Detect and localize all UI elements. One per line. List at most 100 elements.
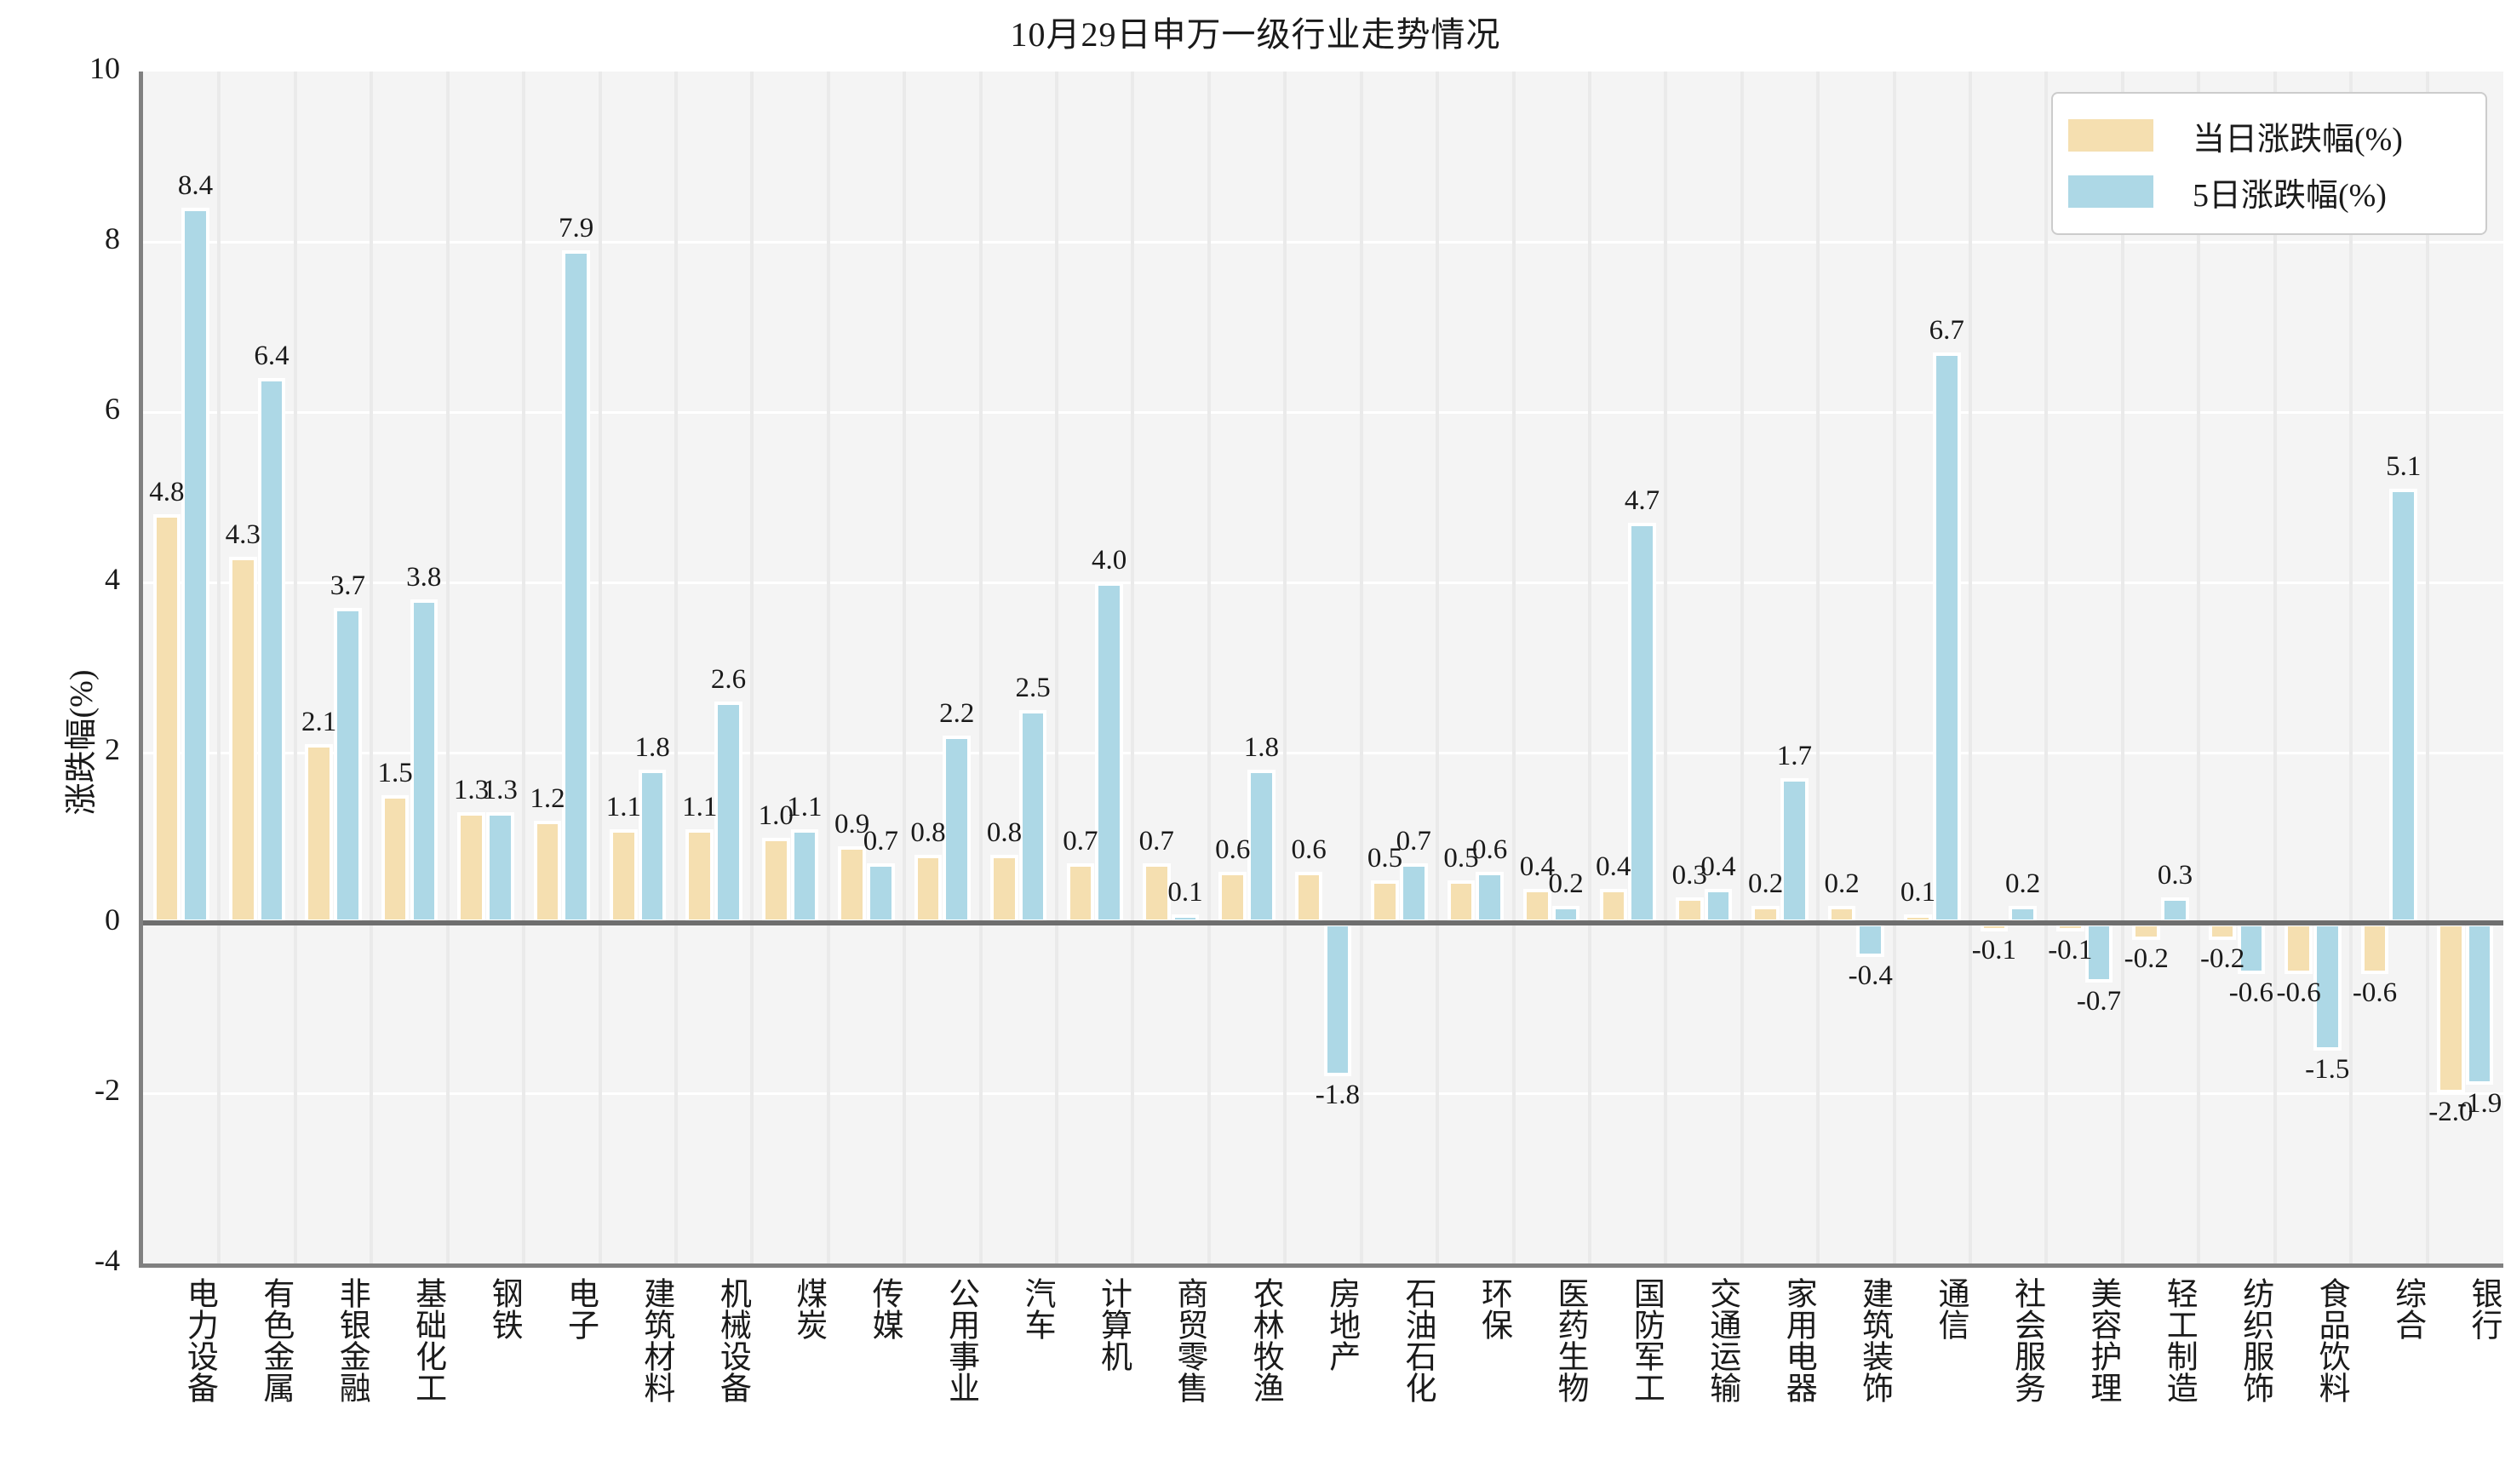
x-tick-label: 计算机	[1095, 1277, 1131, 1372]
bar-five-day[interactable]	[485, 812, 514, 923]
bar-today[interactable]	[990, 855, 1018, 923]
y-axis-label: 涨跌幅(%)	[63, 669, 100, 815]
bar-today[interactable]	[838, 846, 866, 923]
x-tick-label: 交通运输	[1704, 1277, 1740, 1403]
bar-today[interactable]	[381, 795, 410, 923]
bar-five-day[interactable]	[334, 608, 362, 923]
bar-value-label: -0.2	[2124, 943, 2169, 974]
chart-legend[interactable]: 当日涨跌幅(%) 5日涨跌幅(%)	[2051, 92, 2487, 235]
bar-value-label: 4.0	[1091, 545, 1127, 576]
bar-five-day[interactable]	[1780, 778, 1809, 923]
x-tick-label: 煤炭	[790, 1277, 826, 1340]
bar-five-day[interactable]	[257, 378, 286, 923]
bar-today[interactable]	[2208, 923, 2237, 940]
bar-five-day[interactable]	[2465, 923, 2494, 1085]
bar-value-label: 0.7	[1063, 826, 1098, 857]
bar-value-label: 0.6	[1291, 834, 1327, 865]
bar-value-label: 0.4	[1700, 851, 1736, 882]
bar-value-label: 0.3	[1671, 860, 1707, 891]
bar-value-label: 2.6	[710, 664, 747, 695]
gridline-vertical	[674, 72, 678, 1263]
bars-layer: 4.8 8.4 4.3 6.4 2.1 3.7 1.5 3.8 1.3 1.3 1.2 7.9 1.1 1…	[143, 72, 2503, 1263]
bar-value-label: -0.1	[1971, 935, 2017, 965]
bar-today[interactable]	[1371, 880, 1399, 923]
bar-five-day[interactable]	[1932, 352, 1961, 923]
bar-value-label: -0.1	[2048, 935, 2093, 965]
bar-today[interactable]	[2132, 923, 2161, 940]
bar-today[interactable]	[1523, 889, 1551, 923]
y-tick-label: 0	[105, 902, 120, 937]
gridline-vertical	[1892, 72, 1896, 1263]
bar-today[interactable]	[1675, 897, 1704, 923]
bar-five-day[interactable]	[790, 829, 819, 923]
x-tick-label: 基础化工	[410, 1277, 445, 1403]
gridline-vertical	[826, 72, 830, 1263]
bar-today[interactable]	[457, 812, 485, 923]
gridline-horizontal	[143, 1092, 2503, 1095]
y-tick-label: 10	[89, 51, 120, 85]
bar-five-day[interactable]	[1247, 770, 1276, 923]
bar-today[interactable]	[1599, 889, 1628, 923]
x-tick-label: 农林牧渔	[1247, 1277, 1283, 1403]
legend-label-1: 5日涨跌幅(%)	[2193, 177, 2387, 214]
bar-five-day[interactable]	[1018, 710, 1047, 923]
bar-today[interactable]	[2360, 923, 2389, 974]
bar-today[interactable]	[1294, 872, 1323, 923]
bar-five-day[interactable]	[562, 250, 590, 923]
bar-today[interactable]	[610, 829, 638, 923]
bar-five-day[interactable]	[410, 599, 439, 923]
bar-five-day[interactable]	[1476, 872, 1504, 923]
bar-today[interactable]	[685, 829, 714, 923]
bar-today[interactable]	[914, 855, 943, 923]
y-tick-label: 6	[105, 392, 120, 426]
bar-value-label: 0.3	[2157, 860, 2193, 891]
legend-item-1[interactable]: 5日涨跌幅(%)	[2068, 163, 2470, 220]
bar-today[interactable]	[152, 514, 181, 923]
bar-value-label: 5.1	[2386, 451, 2422, 482]
bar-today[interactable]	[2285, 923, 2313, 974]
bar-value-label: 1.3	[482, 775, 518, 805]
bar-five-day[interactable]	[2084, 923, 2113, 983]
bar-five-day[interactable]	[1323, 923, 1352, 1076]
gridline-vertical	[1740, 72, 1744, 1263]
bar-today[interactable]	[1066, 863, 1095, 923]
bar-value-label: 0.5	[1443, 843, 1479, 874]
legend-item-0[interactable]: 当日涨跌幅(%)	[2068, 107, 2470, 163]
gridline-vertical	[293, 72, 297, 1263]
x-tick-label: 汽车	[1019, 1277, 1055, 1340]
bar-five-day[interactable]	[1095, 582, 1123, 923]
bar-today[interactable]	[533, 821, 562, 923]
gridline-vertical	[2197, 72, 2201, 1263]
chart-title: 10月29日申万一级行业走势情况	[1010, 15, 1501, 54]
bar-value-label: 8.4	[177, 170, 214, 201]
bar-five-day[interactable]	[2313, 923, 2342, 1051]
bar-five-day[interactable]	[867, 863, 895, 923]
x-tick-label: 电力设备	[181, 1277, 217, 1403]
x-tick-label: 商贸零售	[1171, 1277, 1207, 1403]
bar-value-label: 0.7	[1396, 826, 1431, 857]
bar-today[interactable]	[1447, 880, 1476, 923]
bar-value-label: -0.6	[2352, 977, 2398, 1008]
gridline-vertical	[1436, 72, 1440, 1263]
bar-today[interactable]	[1218, 872, 1247, 923]
bar-five-day[interactable]	[1628, 523, 1656, 923]
bar-five-day[interactable]	[714, 702, 742, 923]
gridline-vertical	[1816, 72, 1820, 1263]
bar-five-day[interactable]	[1856, 923, 1885, 957]
bar-value-label: 1.7	[1776, 741, 1812, 771]
bar-today[interactable]	[228, 557, 257, 923]
x-tick-label: 有色金属	[257, 1277, 293, 1403]
bar-today[interactable]	[761, 838, 790, 923]
bar-five-day[interactable]	[181, 208, 209, 923]
gridline-vertical	[2273, 72, 2277, 1263]
bar-value-label: 2.5	[1015, 673, 1051, 703]
x-tick-label: 家用电器	[1780, 1277, 1816, 1403]
bar-five-day[interactable]	[2389, 489, 2418, 923]
bar-today[interactable]	[2437, 923, 2465, 1093]
x-tick-label: 机械设备	[714, 1277, 750, 1403]
bar-five-day[interactable]	[1704, 889, 1733, 923]
bar-five-day[interactable]	[2161, 897, 2189, 923]
bar-today[interactable]	[305, 744, 333, 923]
gridline-horizontal	[143, 410, 2503, 414]
